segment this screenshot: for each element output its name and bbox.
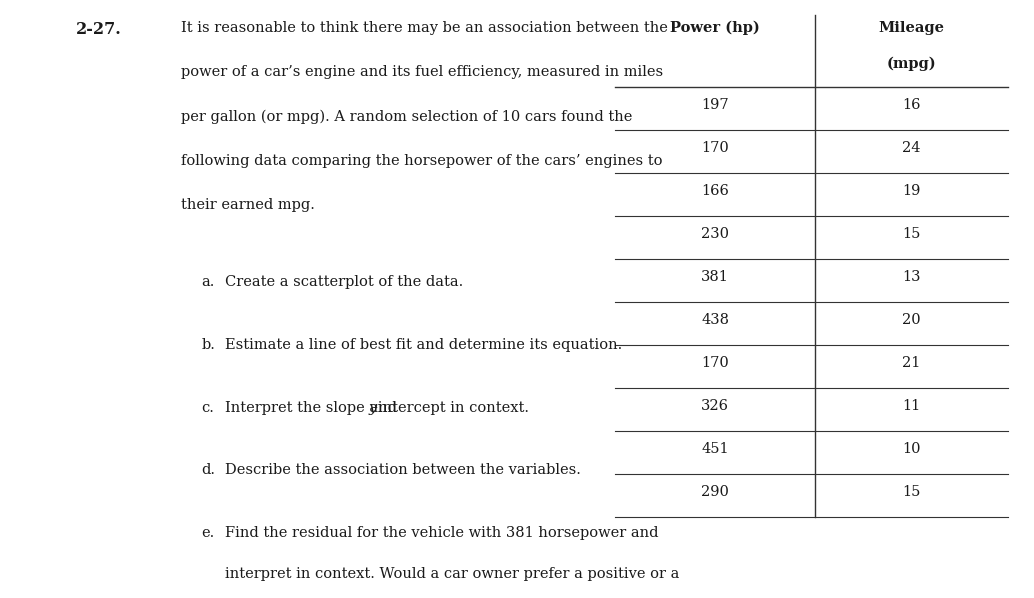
Text: 21: 21 — [903, 356, 920, 370]
Text: 15: 15 — [903, 227, 920, 241]
Text: 230: 230 — [701, 227, 729, 241]
Text: following data comparing the horsepower of the cars’ engines to: following data comparing the horsepower … — [181, 154, 663, 167]
Text: 381: 381 — [701, 270, 729, 284]
Text: Create a scatterplot of the data.: Create a scatterplot of the data. — [225, 275, 463, 289]
Text: 19: 19 — [903, 184, 920, 198]
Text: 170: 170 — [701, 141, 729, 155]
Text: per gallon (or mpg). A random selection of 10 cars found the: per gallon (or mpg). A random selection … — [181, 109, 633, 124]
Text: y: y — [368, 401, 376, 414]
Text: Interpret the slope and: Interpret the slope and — [225, 401, 402, 414]
Text: Power (hp): Power (hp) — [670, 21, 760, 35]
Text: 2-27.: 2-27. — [75, 21, 121, 38]
Text: Mileage: Mileage — [879, 21, 944, 35]
Text: 20: 20 — [902, 313, 921, 327]
Text: -intercept in context.: -intercept in context. — [373, 401, 529, 414]
Text: 197: 197 — [701, 98, 729, 112]
Text: e.: e. — [202, 526, 215, 540]
Text: 11: 11 — [903, 399, 920, 413]
Text: 166: 166 — [701, 184, 729, 198]
Text: d.: d. — [202, 463, 216, 477]
Text: Describe the association between the variables.: Describe the association between the var… — [225, 463, 581, 477]
Text: 15: 15 — [903, 486, 920, 499]
Text: b.: b. — [202, 338, 215, 352]
Text: Find the residual for the vehicle with 381 horsepower and: Find the residual for the vehicle with 3… — [225, 526, 659, 540]
Text: 451: 451 — [701, 443, 729, 456]
Text: 24: 24 — [903, 141, 920, 155]
Text: 10: 10 — [903, 443, 920, 456]
Text: It is reasonable to think there may be an association between the: It is reasonable to think there may be a… — [181, 21, 668, 35]
Text: c.: c. — [202, 401, 214, 414]
Text: 438: 438 — [701, 313, 729, 327]
Text: 290: 290 — [701, 486, 729, 499]
Text: a.: a. — [202, 275, 215, 289]
Text: their earned mpg.: their earned mpg. — [181, 198, 314, 212]
Text: (mpg): (mpg) — [887, 57, 936, 71]
Text: 326: 326 — [701, 399, 729, 413]
Text: interpret in context. Would a car owner prefer a positive or a: interpret in context. Would a car owner … — [225, 567, 679, 581]
Text: power of a car’s engine and its fuel efficiency, measured in miles: power of a car’s engine and its fuel eff… — [181, 65, 663, 79]
Text: Estimate a line of best fit and determine its equation.: Estimate a line of best fit and determin… — [225, 338, 622, 352]
Text: 170: 170 — [701, 356, 729, 370]
Text: 16: 16 — [903, 98, 920, 112]
Text: 13: 13 — [903, 270, 920, 284]
